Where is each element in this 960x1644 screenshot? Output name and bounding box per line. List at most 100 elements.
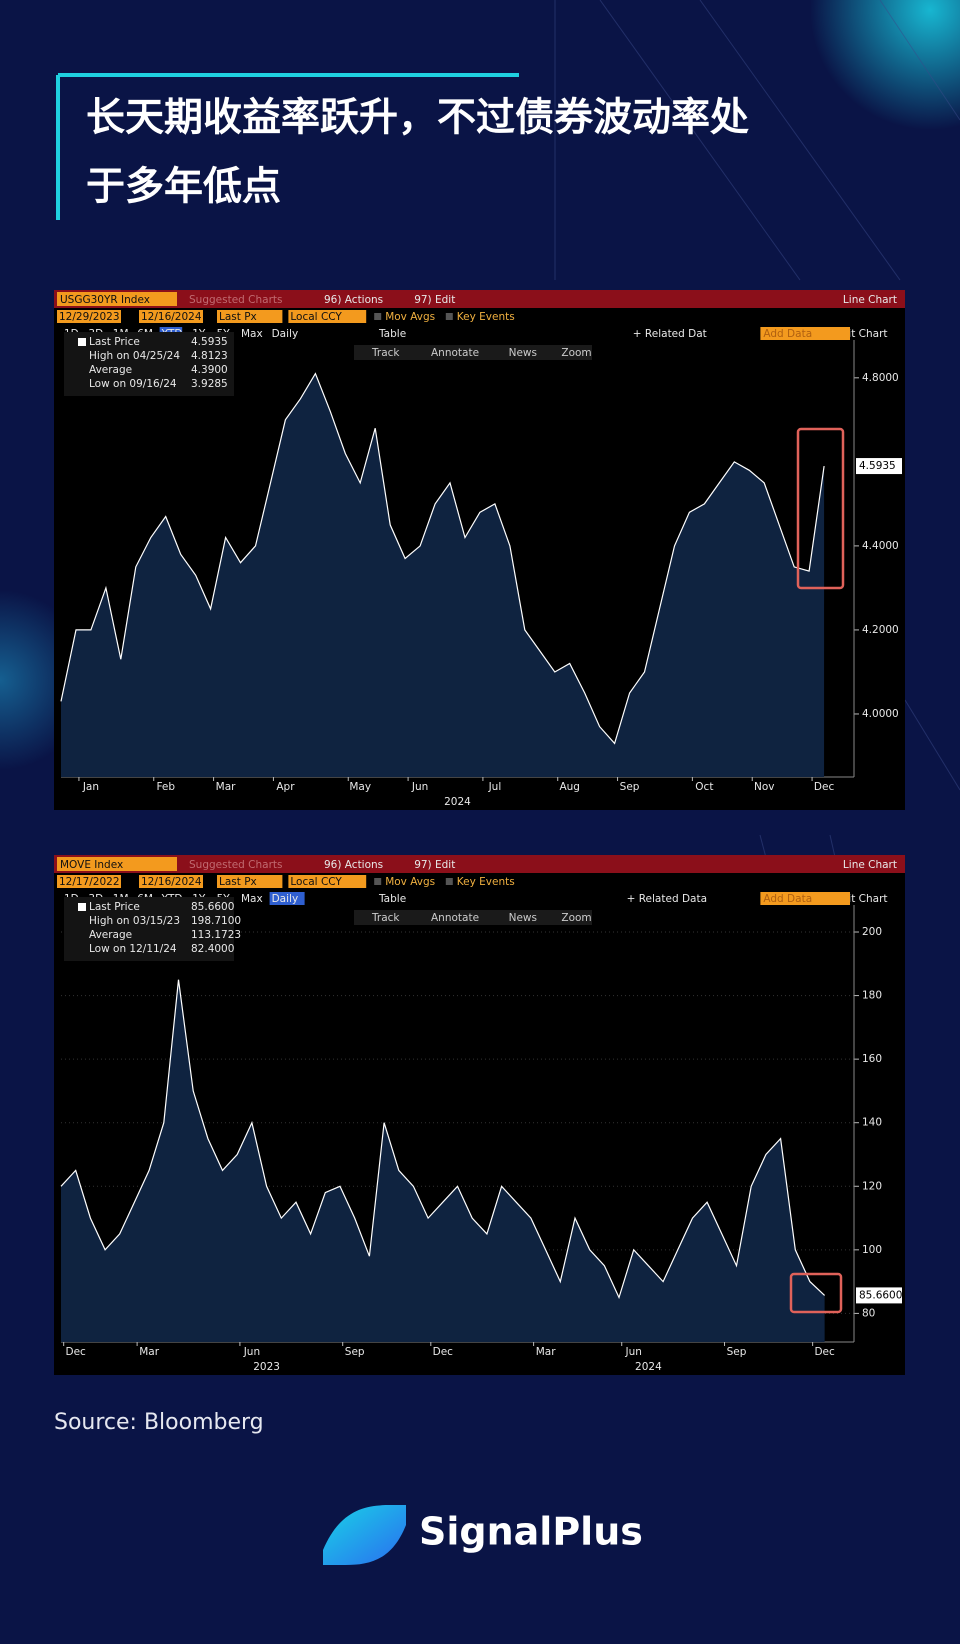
date-box [57, 310, 121, 323]
table: Table [378, 893, 406, 905]
checkbox [374, 313, 382, 320]
end-date: 12/16/2024 [141, 876, 202, 888]
y-tick-label: 180 [862, 990, 882, 1002]
tool: Track [371, 347, 400, 359]
x-tick-label: Jun [243, 1346, 260, 1358]
stat-label: High on 03/15/23 [89, 915, 180, 927]
menu: 96) Actions [324, 859, 383, 871]
y-tick-label: 100 [862, 1244, 882, 1256]
y-tick-label: 160 [862, 1053, 882, 1065]
field: Mov Avgs [385, 311, 435, 323]
menu: 96) Actions [324, 294, 383, 306]
period: Daily [272, 328, 299, 340]
suggested: Suggested Charts [189, 859, 283, 871]
checkbox [374, 878, 382, 885]
stat-value: 198.7100 [191, 915, 241, 927]
menu-bar [54, 855, 905, 873]
x-tick-label: Jul [488, 781, 502, 793]
source: Source: Bloomberg [54, 1410, 264, 1435]
stat-label: Average [89, 364, 132, 376]
highlight-box [789, 1272, 843, 1314]
chart-kind: Line Chart [843, 294, 897, 306]
start-date: 12/29/2023 [59, 311, 120, 323]
ticker: USGG30YR Index [60, 294, 150, 306]
field-box [288, 875, 367, 888]
table: Table [378, 328, 406, 340]
y-tick-label: 200 [862, 926, 882, 938]
last-price-box [856, 458, 902, 475]
x-tick-label: Apr [276, 781, 295, 793]
stats-box [64, 332, 234, 396]
glow [810, 0, 960, 130]
stat-value: 4.3900 [191, 364, 228, 376]
field: Key Events [457, 311, 515, 323]
x-tick-label: Feb [156, 781, 175, 793]
tools-bar [354, 910, 592, 925]
tool: Zoom [561, 912, 591, 924]
tool: Track [371, 912, 400, 924]
menu: 97) Edit [414, 294, 455, 306]
legend-swatch [78, 903, 86, 911]
right-tool: + Related Dat [633, 328, 707, 340]
stat-value: 4.5935 [191, 336, 228, 348]
legend-swatch [78, 338, 86, 346]
right-tool: Add Data [763, 328, 812, 340]
last-price-label: 85.6600 [859, 1289, 902, 1301]
x-tick-label: Sep [345, 1346, 365, 1358]
tool: Annotate [431, 912, 479, 924]
stat-value: 4.8123 [191, 350, 228, 362]
y-tick-label: 120 [862, 1180, 882, 1192]
last-price-label: 4.5935 [859, 460, 896, 472]
x-tick-label: Sep [620, 781, 640, 793]
date-box [139, 875, 203, 888]
stat-value: 3.9285 [191, 378, 228, 390]
tools-bar [354, 345, 592, 360]
title-accent [56, 73, 519, 220]
stat-label: Low on 09/16/24 [89, 378, 177, 390]
year-label: 2023 [253, 1361, 280, 1373]
title: 于多年低点 [86, 165, 281, 210]
ticker-box [57, 292, 177, 306]
x-tick-label: Dec [433, 1346, 454, 1358]
tool: News [509, 347, 537, 359]
y-tick-label: 140 [862, 1117, 882, 1129]
x-tick-label: Aug [559, 781, 580, 793]
stat-label: Last Price [89, 901, 140, 913]
year-label: 2024 [635, 1361, 662, 1373]
chart-panel: MOVE Index Suggested Charts 96) Actions 97)… [54, 855, 905, 1375]
period: Max [241, 328, 263, 340]
y-tick-label: 4.4000 [862, 540, 899, 552]
last-price-box [856, 1287, 902, 1304]
x-tick-label: Mar [216, 781, 236, 793]
field: Local CCY [290, 311, 342, 323]
menu-bar [54, 290, 905, 308]
field: Last Px [219, 876, 257, 888]
field: Last Px [219, 311, 257, 323]
x-tick-label: May [349, 781, 371, 793]
date-box [57, 875, 121, 888]
title: 长天期收益率跃升，不过债券波动率处 [86, 96, 749, 141]
tool: Zoom [561, 347, 591, 359]
menu: 97) Edit [414, 859, 455, 871]
x-tick-label: Mar [536, 1346, 556, 1358]
start-date: 12/17/2022 [59, 876, 120, 888]
add-data-box [760, 892, 850, 905]
date-box [139, 310, 203, 323]
chart-panel: USGG30YR Index Suggested Charts 96) Action… [54, 290, 905, 810]
y-tick-label: 4.0000 [862, 708, 899, 720]
year-label: 2024 [444, 796, 471, 808]
logo [323, 1505, 406, 1565]
checkbox [445, 878, 453, 885]
suggested: Suggested Charts [189, 294, 283, 306]
line [60, 372, 825, 745]
area [61, 373, 825, 777]
stats-box [64, 897, 234, 961]
stat-label: Average [89, 929, 132, 941]
stat-label: Low on 12/11/24 [89, 943, 177, 955]
checkbox [445, 313, 453, 320]
y-tick-label: 4.2000 [862, 624, 899, 636]
field-box [217, 875, 283, 888]
